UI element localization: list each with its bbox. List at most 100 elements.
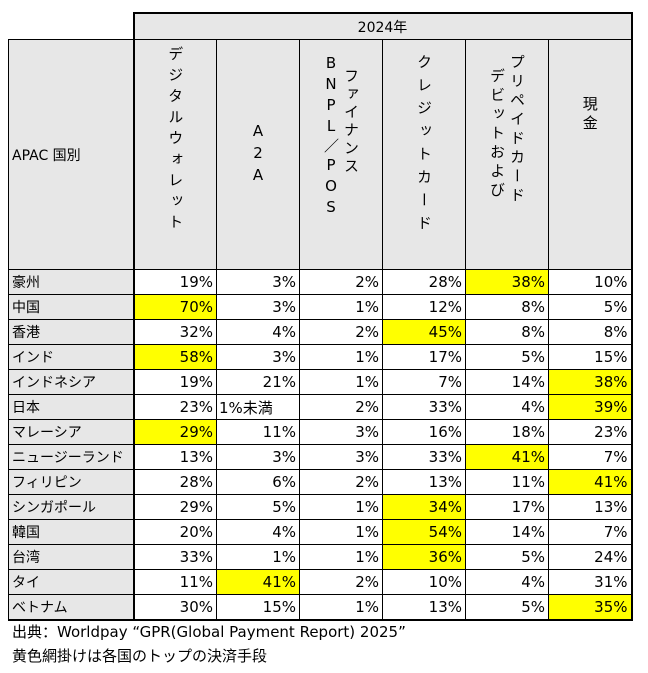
col-header-a2a: A2A [216, 39, 300, 270]
highlight-legend-note: 黄色網掛けは各国のトップの決済手段 [12, 647, 268, 665]
value-cell-digital_wallet: 19% [132, 369, 217, 395]
value-cell-cash: 23% [548, 419, 633, 445]
col-header-text: プリペイドカード [508, 54, 526, 206]
country-cell: インドネシア [8, 369, 134, 395]
table-row: 中国 70% 3% 1% 12% 8% 5% [8, 294, 633, 320]
value-cell-debit_prepaid: 8% [465, 294, 549, 320]
value-cell-credit_card: 54% [382, 519, 466, 545]
value-cell-debit_prepaid: 8% [465, 319, 549, 345]
value-cell-debit_prepaid: 4% [465, 569, 549, 595]
table-row: タイ 11% 41% 2% 10% 4% 31% [8, 569, 633, 595]
value-cell-credit_card: 13% [382, 594, 466, 621]
value-cell-cash: 7% [548, 444, 633, 470]
country-cell: タイ [8, 569, 134, 595]
country-cell: 日本 [8, 394, 134, 420]
value-cell-debit_prepaid: 4% [465, 394, 549, 420]
table-row: 韓国 20% 4% 1% 54% 14% 7% [8, 519, 633, 545]
value-cell-digital_wallet: 30% [132, 594, 217, 621]
value-cell-cash: 24% [548, 544, 633, 570]
value-cell-digital_wallet: 58% [132, 344, 217, 370]
table-row: フィリピン 28% 6% 2% 13% 11% 41% [8, 469, 633, 495]
value-cell-cash: 7% [548, 519, 633, 545]
col-header-text: BNPL／POS [322, 54, 340, 219]
value-cell-digital_wallet: 28% [132, 469, 217, 495]
value-cell-credit_card: 33% [382, 444, 466, 470]
value-cell-a2a: 11% [216, 419, 300, 445]
value-cell-bnpl: 2% [299, 394, 383, 420]
value-cell-digital_wallet: 20% [132, 519, 217, 545]
col-header-cash: 現金 [548, 39, 633, 270]
payment-share-table-container: 2024年 APAC 国別 デジタルウォレット A2A BNPL／POS ファイ… [8, 12, 633, 621]
value-cell-bnpl: 3% [299, 444, 383, 470]
value-cell-credit_card: 36% [382, 544, 466, 570]
blank-corner [8, 13, 134, 40]
col-header-debit-prepaid: デビットおよび プリペイドカード [465, 39, 549, 270]
table-notes: 出典：Worldpay “GPR(Global Payment Report) … [12, 620, 406, 668]
value-cell-bnpl: 3% [299, 419, 383, 445]
col-header-credit-card: クレジットカード [382, 39, 466, 270]
value-cell-debit_prepaid: 18% [465, 419, 549, 445]
value-cell-a2a: 1% [216, 544, 300, 570]
value-cell-cash: 41% [548, 469, 633, 495]
value-cell-credit_card: 34% [382, 494, 466, 520]
value-cell-digital_wallet: 33% [132, 544, 217, 570]
value-cell-a2a: 5% [216, 494, 300, 520]
value-cell-cash: 39% [548, 394, 633, 420]
row-header-label: APAC 国別 [8, 39, 134, 270]
value-cell-digital_wallet: 70% [132, 294, 217, 320]
value-cell-cash: 10% [548, 269, 633, 295]
country-cell: ベトナム [8, 594, 134, 621]
country-cell: ニュージーランド [8, 444, 134, 470]
value-cell-debit_prepaid: 11% [465, 469, 549, 495]
col-header-text: ファイナンス [342, 68, 360, 176]
country-cell: 中国 [8, 294, 134, 320]
payment-share-table: 2024年 APAC 国別 デジタルウォレット A2A BNPL／POS ファイ… [8, 12, 633, 621]
country-cell: 香港 [8, 319, 134, 345]
value-cell-cash: 5% [548, 294, 633, 320]
value-cell-credit_card: 16% [382, 419, 466, 445]
value-cell-bnpl: 1% [299, 544, 383, 570]
year-header-row: 2024年 [8, 12, 633, 40]
table-row: 台湾 33% 1% 1% 36% 5% 24% [8, 544, 633, 570]
value-cell-credit_card: 17% [382, 344, 466, 370]
table-row: 日本 23% 1%未満 2% 33% 4% 39% [8, 394, 633, 420]
table-row: ニュージーランド 13% 3% 3% 33% 41% 7% [8, 444, 633, 470]
value-cell-bnpl: 2% [299, 569, 383, 595]
value-cell-bnpl: 1% [299, 494, 383, 520]
value-cell-a2a: 3% [216, 269, 300, 295]
value-cell-credit_card: 28% [382, 269, 466, 295]
table-row: ベトナム 30% 15% 1% 13% 5% 35% [8, 594, 633, 621]
col-header-text: デジタルウォレット [166, 46, 185, 235]
col-header-digital-wallet: デジタルウォレット [132, 39, 217, 270]
value-cell-credit_card: 13% [382, 469, 466, 495]
value-cell-debit_prepaid: 5% [465, 344, 549, 370]
value-cell-bnpl: 2% [299, 319, 383, 345]
col-header-text: A2A [249, 121, 267, 188]
value-cell-debit_prepaid: 14% [465, 369, 549, 395]
value-cell-a2a: 4% [216, 319, 300, 345]
value-cell-bnpl: 1% [299, 344, 383, 370]
source-note: 出典：Worldpay “GPR(Global Payment Report) … [12, 623, 406, 641]
value-cell-debit_prepaid: 5% [465, 544, 549, 570]
value-cell-bnpl: 1% [299, 594, 383, 621]
value-cell-cash: 31% [548, 569, 633, 595]
country-cell: マレーシア [8, 419, 134, 445]
col-header-text: 現金 [580, 95, 599, 134]
value-cell-debit_prepaid: 17% [465, 494, 549, 520]
country-cell: 台湾 [8, 544, 134, 570]
value-cell-cash: 35% [548, 594, 633, 621]
value-cell-cash: 38% [548, 369, 633, 395]
value-cell-bnpl: 2% [299, 269, 383, 295]
value-cell-bnpl: 1% [299, 519, 383, 545]
year-header: 2024年 [132, 12, 633, 40]
value-cell-a2a: 3% [216, 344, 300, 370]
col-header-text: デビットおよび [488, 68, 506, 201]
value-cell-bnpl: 2% [299, 469, 383, 495]
table-row: インド 58% 3% 1% 17% 5% 15% [8, 344, 633, 370]
value-cell-a2a: 3% [216, 444, 300, 470]
value-cell-bnpl: 1% [299, 369, 383, 395]
value-cell-digital_wallet: 11% [132, 569, 217, 595]
value-cell-a2a: 21% [216, 369, 300, 395]
value-cell-cash: 8% [548, 319, 633, 345]
value-cell-a2a: 41% [216, 569, 300, 595]
